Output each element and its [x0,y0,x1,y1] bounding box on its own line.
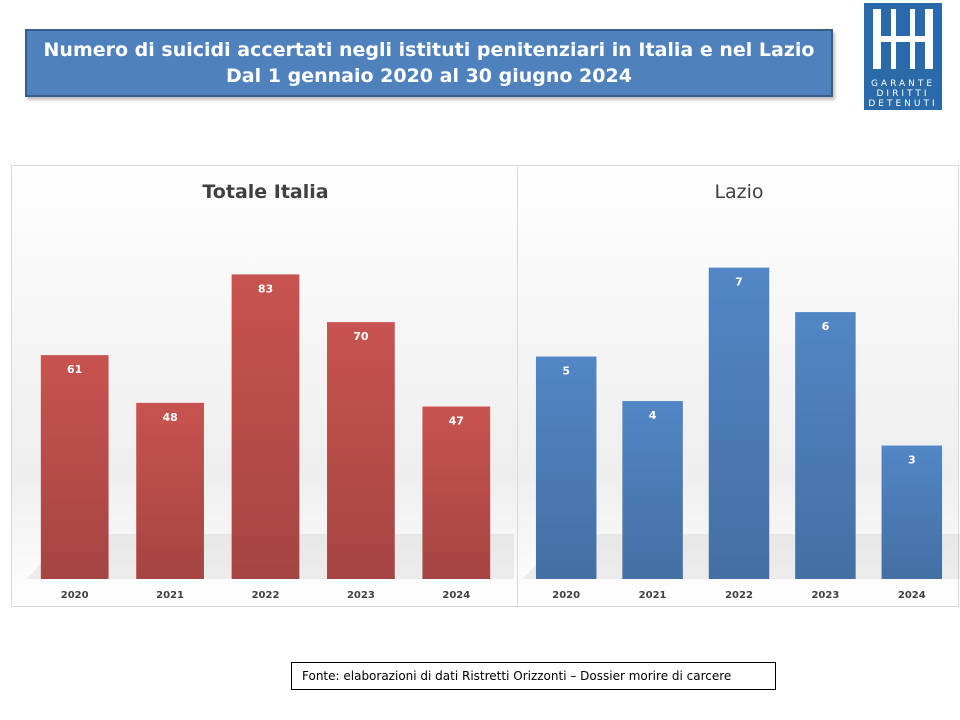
tick-label-2021: 2021 [156,590,184,601]
data-label-2024: 3 [908,454,916,467]
tick-label-2023: 2023 [347,590,375,601]
chart-title: Lazio [714,181,763,203]
bar-2023 [795,312,856,579]
garante-logo: GARANTE DIRITTI DETENUTI [864,3,942,110]
bar-2021 [622,401,683,579]
data-label-2023: 70 [353,330,369,343]
data-label-2022: 7 [735,276,743,289]
title-line-2: Dal 1 gennaio 2020 al 30 giugno 2024 [226,65,632,87]
logo-text-line-3: DETENUTI [868,99,938,109]
bar-2020 [40,355,109,579]
tick-label-2020: 2020 [61,590,89,601]
tick-label-2022: 2022 [725,590,753,601]
tick-label-2024: 2024 [898,590,926,601]
logo-text-line-2: DIRITTI [876,89,930,99]
tick-label-2024: 2024 [442,590,470,601]
source-note: Fonte: elaborazioni di dati Ristretti Or… [291,662,776,690]
tick-label-2021: 2021 [639,590,667,601]
data-label-2020: 61 [67,363,82,376]
data-label-2021: 48 [162,411,177,424]
bar-2023 [327,322,395,579]
tick-label-2023: 2023 [811,590,839,601]
chart-italia-svg: Totale Italia 61 2020 48 2021 83 2022 70 2023 47 2… [27,181,514,601]
logo-text-line-1: GARANTE [870,79,936,89]
bar-2022 [708,267,770,579]
data-label-2024: 47 [449,415,464,428]
chart-lazio: Lazio 5 2020 4 2021 7 2022 6 2023 3 2024 [517,165,960,607]
data-label-2021: 4 [649,409,657,422]
tick-label-2022: 2022 [252,590,280,601]
data-label-2023: 6 [822,320,830,333]
logo-emblem-icon [873,9,933,69]
bar-2022 [231,274,300,579]
chart-title: Totale Italia [202,181,328,203]
bar-2020 [535,356,597,579]
title-banner: Numero di suicidi accertati negli istitu… [25,29,833,97]
title-line-1: Numero di suicidi accertati negli istitu… [43,39,815,61]
tick-label-2020: 2020 [552,590,580,601]
bar-2021 [136,402,204,579]
chart-lazio-svg: Lazio 5 2020 4 2021 7 2022 6 2023 3 2024 [523,181,960,601]
chart-totale-italia: Totale Italia 61 2020 48 2021 83 2022 70 2023 47 2… [11,165,518,607]
bar-2024 [881,445,943,579]
bar-2024 [422,406,491,579]
data-label-2020: 5 [562,365,570,378]
data-label-2022: 83 [258,282,273,295]
